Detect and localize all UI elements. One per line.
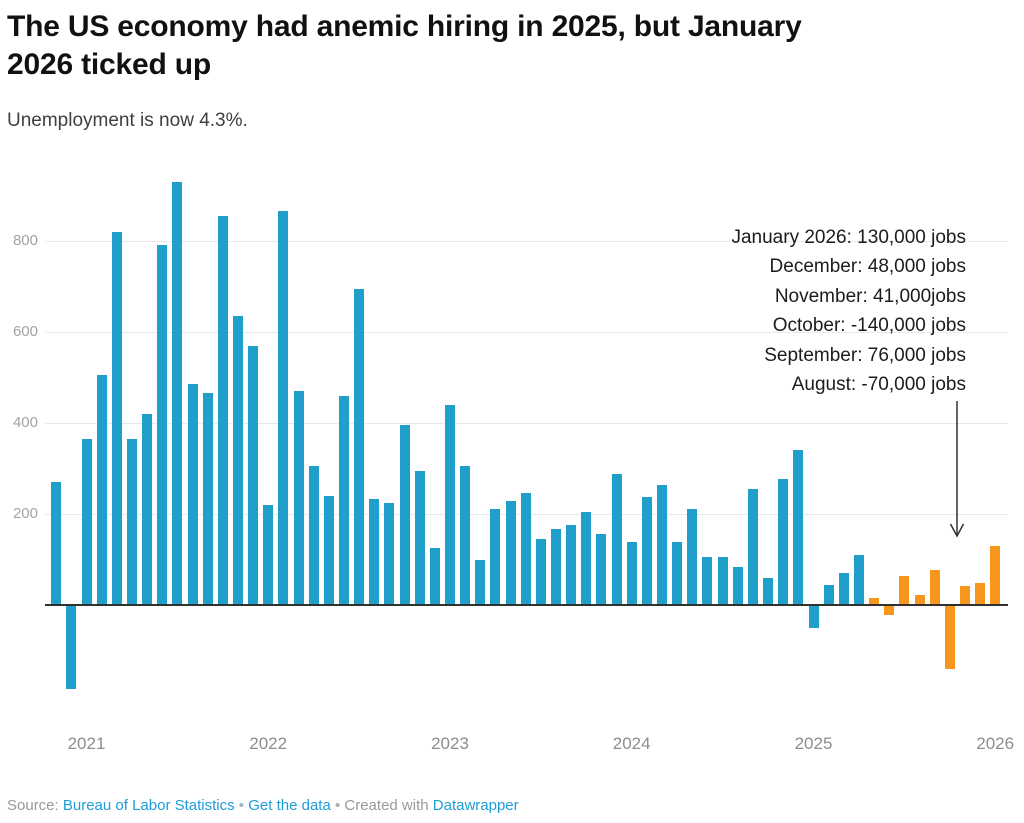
bar-dec-2024[interactable] [793,450,804,605]
gridline-800 [45,240,1008,242]
bar-nov-2025[interactable] [959,586,970,605]
y-axis-label-800: 800 [12,231,38,249]
bar-sep-2021[interactable] [202,393,213,605]
bar-jan-2026[interactable] [990,545,1001,605]
source-link[interactable]: Bureau of Labor Statistics [62,797,235,814]
y-axis-label-200: 200 [12,504,38,522]
bar-feb-2024[interactable] [641,496,652,605]
separator-dot: • [234,797,249,814]
bar-dec-2023[interactable] [611,473,622,605]
annotation-line-1: January 2026: 130,000 jobs [731,227,966,248]
bar-mar-2024[interactable] [657,484,667,605]
bar-sep-2022[interactable] [384,502,395,605]
bar-aug-2025[interactable] [914,595,925,605]
bar-feb-2021[interactable] [96,375,107,605]
bar-may-2023[interactable] [505,500,516,605]
bar-oct-2022[interactable] [399,425,410,605]
x-axis-label-2023: 2023 [431,734,469,753]
bar-nov-2023[interactable] [596,533,607,605]
bar-may-2021[interactable] [142,413,153,605]
x-axis-label-2025: 2025 [794,734,833,753]
bar-apr-2023[interactable] [490,508,501,605]
bar-may-2024[interactable] [687,508,698,605]
bar-jun-2024[interactable] [702,557,713,605]
bar-aug-2023[interactable] [551,528,561,605]
bar-jan-2024[interactable] [626,541,637,605]
bar-feb-2022[interactable] [278,211,289,605]
annotation-line-5: September: 76,000 jobs [764,344,966,366]
data-annotation: January 2026: 130,000 jobs December: 48,0… [731,223,966,399]
bar-jun-2021[interactable] [157,245,168,605]
y-axis-label-400: 400 [12,413,38,431]
bar-jun-2023[interactable] [520,492,531,605]
y-axis-label-600: 600 [12,322,38,340]
bar-jun-2022[interactable] [339,395,349,605]
bar-feb-2025[interactable] [823,584,834,605]
separator-dot: • [330,797,345,814]
annotation-line-2: December: 48,000 jobs [769,256,966,278]
created-with-label: Created with [344,797,433,814]
bar-jun-2025[interactable] [884,605,895,615]
title-line-2: 2026 ticked up [7,48,211,81]
bar-apr-2021[interactable] [126,438,137,605]
bar-feb-2023[interactable] [460,466,471,605]
bar-nov-2022[interactable] [414,470,425,605]
bar-oct-2021[interactable] [217,215,228,605]
annotation-line-3: November: 41,000jobs [774,285,966,307]
bar-may-2025[interactable] [869,598,879,605]
bar-may-2022[interactable] [323,495,334,605]
annotation-line-4: October: -140,000 jobs [772,315,966,337]
bar-sep-2023[interactable] [566,524,577,605]
bar-apr-2024[interactable] [672,541,683,605]
source-line: Source: Bureau of Labor Statistics • Get… [7,796,519,815]
bar-jan-2023[interactable] [445,404,455,605]
bar-jul-2025[interactable] [899,576,910,605]
bar-nov-2020[interactable] [51,482,62,605]
x-axis-label-2022: 2022 [249,734,288,753]
bar-jul-2022[interactable] [354,288,365,605]
chart-subtitle: Unemployment is now 4.3%. [7,110,248,131]
gridline-400 [45,422,1008,424]
bar-dec-2022[interactable] [429,548,440,605]
bar-jul-2021[interactable] [172,181,183,605]
x-axis-label-2021: 2021 [67,734,106,753]
page-title: The US economy had anemic hiring in 2025… [7,8,997,84]
bar-aug-2024[interactable] [732,567,743,605]
bar-jan-2025[interactable] [808,605,819,628]
bar-mar-2025[interactable] [838,573,849,605]
gridline-600 [45,331,1008,333]
bar-dec-2020[interactable] [66,605,77,690]
bar-jan-2021[interactable] [81,438,92,605]
x-axis-label-2024: 2024 [612,734,651,753]
bar-oct-2023[interactable] [581,512,592,605]
bar-sep-2025[interactable] [929,570,940,605]
bar-mar-2023[interactable] [475,559,486,605]
bar-jul-2024[interactable] [717,557,728,605]
bar-oct-2024[interactable] [763,578,773,605]
bar-apr-2022[interactable] [308,466,319,605]
bar-mar-2021[interactable] [111,231,122,605]
bar-dec-2025[interactable] [975,583,985,605]
bar-oct-2025[interactable] [944,605,955,669]
source-label: Source: [7,797,63,814]
bar-dec-2021[interactable] [248,345,259,605]
bar-aug-2022[interactable] [369,498,380,605]
bar-jul-2023[interactable] [535,539,546,605]
x-axis-label-2026: 2026 [976,734,1015,753]
bar-mar-2022[interactable] [293,391,304,605]
title-line-1: The US economy had anemic hiring in 2025… [7,10,802,43]
bar-jan-2022[interactable] [263,504,274,605]
bar-nov-2021[interactable] [232,315,243,605]
zero-axis-line [45,604,1008,606]
datawrapper-link[interactable]: Datawrapper [432,797,519,814]
bar-sep-2024[interactable] [747,488,758,605]
bar-nov-2024[interactable] [778,478,789,605]
bar-apr-2025[interactable] [853,554,864,605]
annotation-line-6: August: -70,000 jobs [791,374,966,396]
bar-aug-2021[interactable] [187,384,198,605]
get-the-data-link[interactable]: Get the data [248,797,331,814]
